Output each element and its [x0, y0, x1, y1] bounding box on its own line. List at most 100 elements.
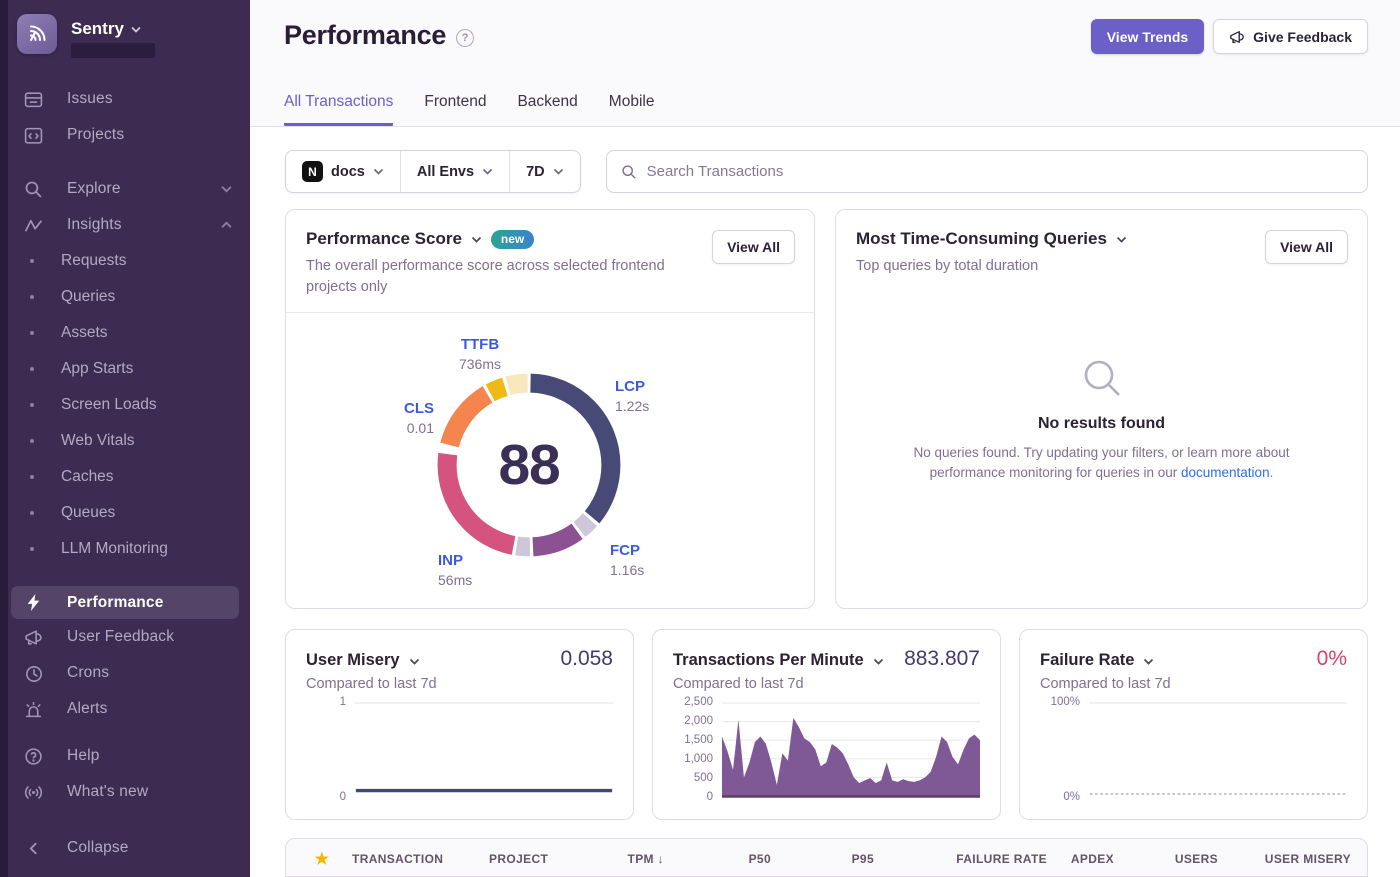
column-apdex[interactable]: APDEX	[1070, 852, 1114, 866]
give-feedback-label: Give Feedback	[1253, 28, 1352, 45]
date-range-selector[interactable]: 7D	[509, 151, 580, 192]
sidebar-collapse-button[interactable]: Collapse	[0, 830, 250, 866]
search-icon	[621, 164, 636, 179]
sidebar-item-label: Alerts	[67, 700, 108, 717]
empty-state-heading: No results found	[1037, 414, 1166, 432]
bullet-icon	[30, 439, 34, 443]
performance-score-chart: 88 TTFB 736ms LCP 1.22s CLS 0.01 INP 56ms FC…	[286, 313, 814, 604]
search-transactions-box	[605, 150, 1368, 193]
sidebar-item-whats-new[interactable]: What's new	[0, 774, 250, 810]
time-consuming-queries-card: Most Time-Consuming Queries Top queries …	[835, 209, 1368, 609]
column-users[interactable]: USERS	[1174, 852, 1218, 866]
documentation-link[interactable]: documentation	[1181, 464, 1270, 480]
sidebar-item-label: Requests	[61, 252, 127, 269]
tpm-yaxis: 2,500 2,000 1,500 1,000 500 0	[684, 696, 713, 803]
chevron-down-icon	[471, 236, 482, 243]
performance-score-view-all-button[interactable]: View All	[712, 230, 795, 264]
sidebar-item-queries[interactable]: Queries	[0, 279, 250, 315]
environment-selector[interactable]: All Envs	[399, 151, 509, 192]
chevron-down-icon	[482, 168, 493, 175]
failure-rate-value: 0%	[1316, 647, 1347, 670]
sidebar-item-help[interactable]: Help	[0, 738, 250, 774]
page-title: Performance	[284, 20, 447, 50]
projects-icon	[24, 126, 43, 145]
tpm-chart	[722, 701, 980, 798]
sidebar-item-queues[interactable]: Queues	[0, 495, 250, 531]
workspace-name: Sentry	[71, 19, 124, 38]
sidebar: Sentry Issues Projects Explore	[0, 0, 250, 877]
sidebar-item-label: Projects	[67, 126, 125, 143]
collapse-label: Collapse	[67, 839, 129, 856]
sidebar-item-explore[interactable]: Explore	[0, 171, 250, 207]
give-feedback-button[interactable]: Give Feedback	[1213, 19, 1368, 54]
chevron-left-icon	[24, 839, 43, 858]
org-name-placeholder	[71, 43, 155, 58]
sidebar-item-caches[interactable]: Caches	[0, 459, 250, 495]
empty-state-body: No queries found. Try updating your filt…	[913, 444, 1290, 480]
bullet-icon	[30, 259, 34, 263]
sidebar-item-user-feedback[interactable]: User Feedback	[0, 619, 250, 655]
sidebar-item-screen-loads[interactable]: Screen Loads	[0, 387, 250, 423]
sidebar-item-requests[interactable]: Requests	[0, 243, 250, 279]
tab-frontend[interactable]: Frontend	[424, 93, 487, 110]
user-misery-title[interactable]: User Misery	[306, 651, 400, 669]
tpm-title[interactable]: Transactions Per Minute	[673, 651, 864, 669]
sidebar-nav: Issues Projects Explore Insights Request…	[0, 81, 250, 810]
sidebar-item-assets[interactable]: Assets	[0, 315, 250, 351]
sidebar-item-insights[interactable]: Insights	[0, 207, 250, 243]
column-p95[interactable]: P95	[851, 852, 874, 866]
project-selector[interactable]: N docs	[286, 151, 400, 192]
broadcast-icon	[24, 783, 43, 802]
search-transactions-input[interactable]	[646, 163, 1353, 180]
vital-ttfb: TTFB 736ms	[458, 336, 502, 372]
performance-score-title[interactable]: Performance Score	[306, 229, 462, 248]
score-value: 88	[498, 433, 560, 498]
insights-icon	[24, 216, 43, 235]
view-trends-button[interactable]: View Trends	[1090, 19, 1205, 54]
environment-value: All Envs	[416, 163, 475, 180]
new-badge: new	[490, 229, 535, 249]
sidebar-item-app-starts[interactable]: App Starts	[0, 351, 250, 387]
megaphone-icon	[1230, 30, 1245, 43]
help-icon[interactable]: ?	[456, 28, 475, 47]
column-p50[interactable]: P50	[748, 852, 771, 866]
bullet-icon	[30, 367, 34, 371]
chevron-down-icon	[409, 658, 419, 665]
sidebar-item-projects[interactable]: Projects	[0, 117, 250, 153]
sidebar-item-web-vitals[interactable]: Web Vitals	[0, 423, 250, 459]
workspace-switcher[interactable]: Sentry	[0, 0, 250, 70]
sidebar-item-label: Queues	[61, 504, 116, 521]
transactions-per-minute-card: Transactions Per Minute 883.807 Compared…	[652, 629, 1001, 820]
column-user-misery[interactable]: USER MISERY	[1264, 852, 1351, 866]
sidebar-item-issues[interactable]: Issues	[0, 81, 250, 117]
tab-bar: All Transactions Frontend Backend Mobile	[284, 93, 654, 126]
column-tpm[interactable]: TPM ↓	[627, 852, 664, 866]
sidebar-item-llm-monitoring[interactable]: LLM Monitoring	[0, 531, 250, 567]
tab-mobile[interactable]: Mobile	[608, 93, 655, 110]
queries-description: Top queries by total duration	[856, 258, 1039, 274]
tpm-subtitle: Compared to last 7d	[673, 676, 804, 692]
chevron-down-icon	[221, 186, 232, 193]
table-header-row: ★ TRANSACTION PROJECT TPM ↓ P50 P95 FAIL…	[286, 839, 1367, 876]
queries-view-all-button[interactable]: View All	[1265, 230, 1348, 264]
chevron-down-icon	[131, 26, 141, 33]
sidebar-item-label: User Feedback	[67, 628, 175, 645]
queries-title[interactable]: Most Time-Consuming Queries	[856, 229, 1107, 248]
column-project[interactable]: PROJECT	[489, 852, 549, 866]
sentry-logo-icon	[17, 14, 57, 54]
tab-all-transactions[interactable]: All Transactions	[284, 93, 394, 126]
failure-rate-title[interactable]: Failure Rate	[1040, 651, 1135, 669]
chevron-up-icon	[221, 221, 232, 228]
sidebar-item-performance[interactable]: Performance	[11, 586, 239, 619]
user-misery-value: 0.058	[560, 647, 613, 670]
sidebar-item-alerts[interactable]: Alerts	[0, 691, 250, 727]
project-value: docs	[331, 163, 365, 180]
column-transaction[interactable]: TRANSACTION	[352, 852, 444, 866]
column-failure-rate[interactable]: FAILURE RATE	[956, 852, 1047, 866]
tab-backend[interactable]: Backend	[517, 93, 578, 110]
sidebar-item-crons[interactable]: Crons	[0, 655, 250, 691]
star-icon[interactable]: ★	[314, 851, 330, 868]
sidebar-item-label: Assets	[61, 324, 108, 341]
